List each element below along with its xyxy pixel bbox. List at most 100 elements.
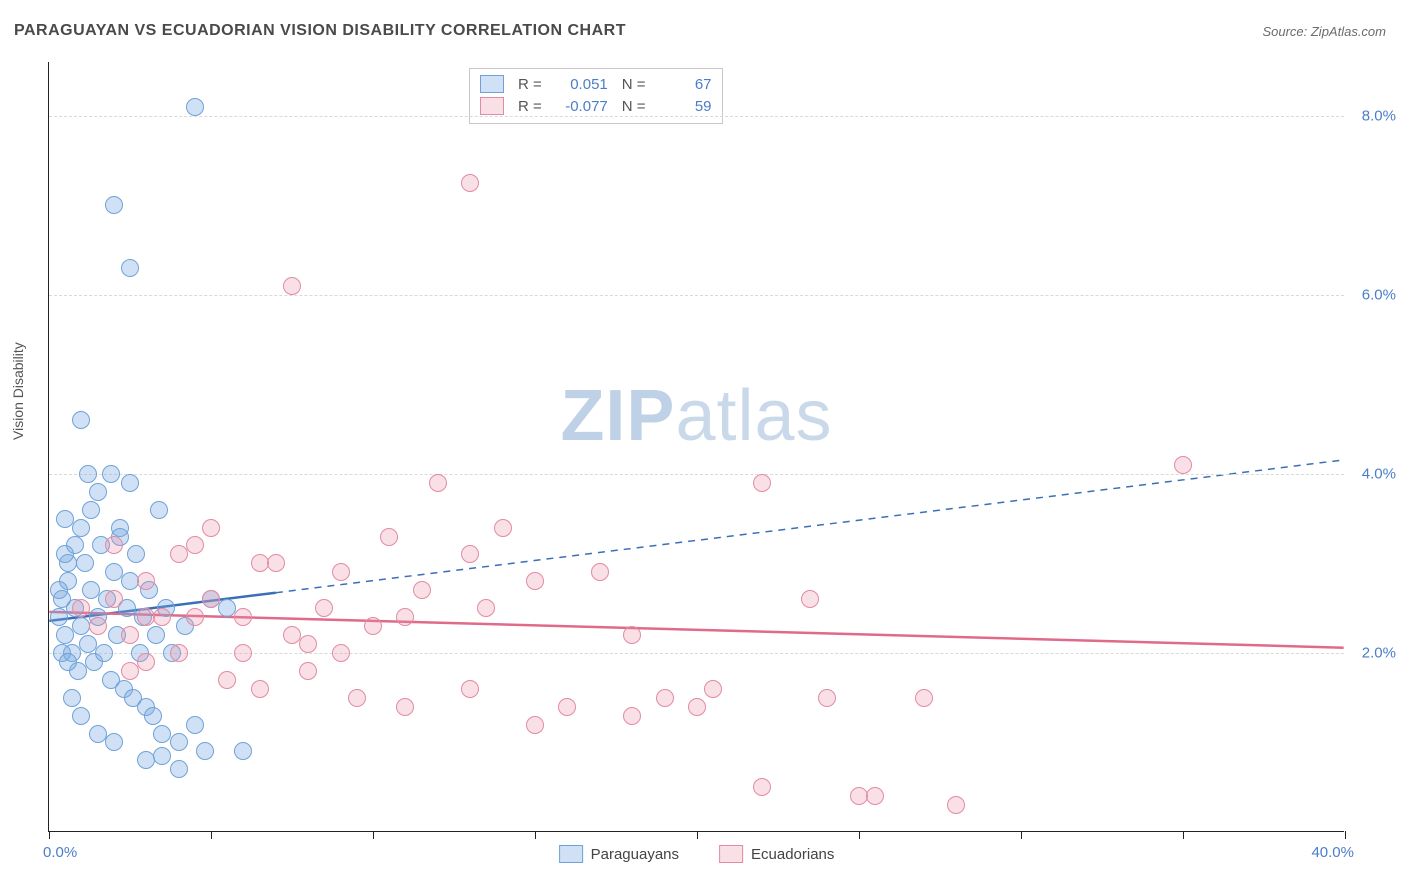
data-point: [50, 608, 68, 626]
data-point: [105, 590, 123, 608]
data-point: [283, 277, 301, 295]
data-point: [186, 536, 204, 554]
data-point: [153, 725, 171, 743]
data-point: [753, 474, 771, 492]
data-point: [170, 760, 188, 778]
source-attribution: Source: ZipAtlas.com: [1262, 24, 1386, 39]
x-tick: [49, 831, 50, 839]
bottom-legend: Paraguayans Ecuadorians: [559, 845, 835, 863]
data-point: [137, 653, 155, 671]
r-label: R =: [518, 98, 542, 115]
data-point: [623, 626, 641, 644]
data-point: [72, 599, 90, 617]
chart-plot-area: ZIPatlas R = 0.051 N = 67 R = -0.077 N =…: [48, 62, 1344, 832]
data-point: [818, 689, 836, 707]
data-point: [461, 174, 479, 192]
chart-title: PARAGUAYAN VS ECUADORIAN VISION DISABILI…: [14, 22, 626, 40]
x-tick: [1021, 831, 1022, 839]
y-tick-label: 6.0%: [1362, 286, 1396, 303]
data-point: [127, 545, 145, 563]
data-point: [89, 617, 107, 635]
data-point: [429, 474, 447, 492]
stats-row-ecuadorians: R = -0.077 N = 59: [480, 95, 712, 117]
legend-swatch-ecuadorians: [719, 845, 743, 863]
data-point: [251, 680, 269, 698]
r-value-ecuadorians: -0.077: [552, 98, 608, 115]
x-tick: [859, 831, 860, 839]
data-point: [753, 778, 771, 796]
data-point: [144, 707, 162, 725]
data-point: [332, 563, 350, 581]
data-point: [413, 581, 431, 599]
data-point: [947, 796, 965, 814]
data-point: [283, 626, 301, 644]
data-point: [147, 626, 165, 644]
data-point: [251, 554, 269, 572]
data-point: [915, 689, 933, 707]
x-tick: [697, 831, 698, 839]
data-point: [186, 608, 204, 626]
data-point: [76, 554, 94, 572]
data-point: [218, 671, 236, 689]
data-point: [79, 635, 97, 653]
gridline: [49, 116, 1344, 117]
data-point: [170, 733, 188, 751]
data-point: [801, 590, 819, 608]
data-point: [170, 644, 188, 662]
y-tick-label: 2.0%: [1362, 644, 1396, 661]
source-prefix: Source:: [1262, 24, 1310, 39]
data-point: [150, 501, 168, 519]
data-point: [121, 259, 139, 277]
data-point: [137, 572, 155, 590]
legend-item-ecuadorians: Ecuadorians: [719, 845, 834, 863]
data-point: [105, 536, 123, 554]
swatch-ecuadorians: [480, 97, 504, 115]
data-point: [105, 733, 123, 751]
data-point: [50, 581, 68, 599]
data-point: [656, 689, 674, 707]
data-point: [72, 519, 90, 537]
y-tick-label: 4.0%: [1362, 465, 1396, 482]
data-point: [477, 599, 495, 617]
r-value-paraguayans: 0.051: [552, 76, 608, 93]
data-point: [202, 590, 220, 608]
data-point: [704, 680, 722, 698]
data-point: [72, 707, 90, 725]
data-point: [82, 501, 100, 519]
n-value-paraguayans: 67: [656, 76, 712, 93]
data-point: [186, 98, 204, 116]
y-axis-label: Vision Disability: [10, 342, 26, 440]
data-point: [623, 707, 641, 725]
source-name: ZipAtlas.com: [1311, 24, 1386, 39]
legend-label-ecuadorians: Ecuadorians: [751, 846, 834, 863]
legend-item-paraguayans: Paraguayans: [559, 845, 679, 863]
gridline: [49, 474, 1344, 475]
data-point: [461, 680, 479, 698]
data-point: [315, 599, 333, 617]
stats-row-paraguayans: R = 0.051 N = 67: [480, 73, 712, 95]
data-point: [72, 411, 90, 429]
data-point: [121, 626, 139, 644]
data-point: [461, 545, 479, 563]
data-point: [364, 617, 382, 635]
watermark-light: atlas: [675, 376, 832, 456]
data-point: [688, 698, 706, 716]
x-tick: [373, 831, 374, 839]
data-point: [89, 483, 107, 501]
data-point: [95, 644, 113, 662]
n-value-ecuadorians: 59: [656, 98, 712, 115]
n-label: N =: [622, 76, 646, 93]
x-tick: [535, 831, 536, 839]
data-point: [56, 626, 74, 644]
gridline: [49, 295, 1344, 296]
data-point: [56, 510, 74, 528]
data-point: [153, 608, 171, 626]
data-point: [170, 545, 188, 563]
data-point: [299, 662, 317, 680]
data-point: [396, 698, 414, 716]
x-tick: [211, 831, 212, 839]
data-point: [558, 698, 576, 716]
data-point: [332, 644, 350, 662]
data-point: [234, 742, 252, 760]
x-axis-max-label: 40.0%: [1311, 844, 1354, 861]
